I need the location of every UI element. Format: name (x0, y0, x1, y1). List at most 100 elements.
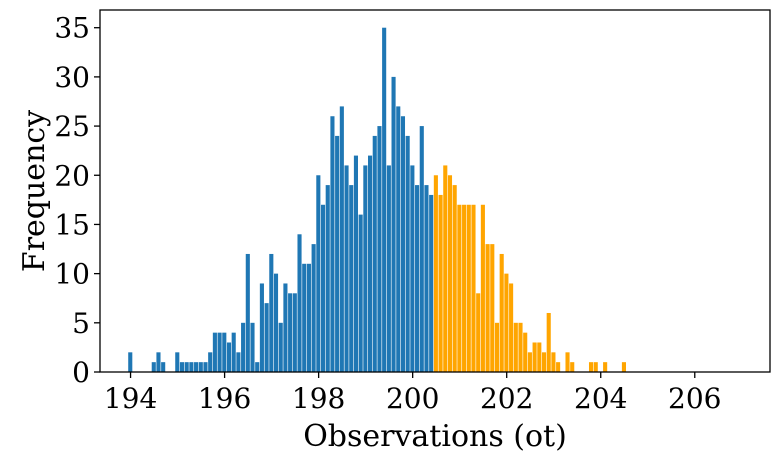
histogram-bar (151, 362, 156, 372)
histogram-bar (179, 362, 185, 372)
histogram-bar (236, 352, 241, 372)
histogram-bar (415, 185, 420, 372)
histogram-bar (189, 362, 194, 372)
histogram-bar (302, 263, 307, 372)
histogram-bar (184, 362, 189, 372)
histogram-bar (217, 332, 222, 372)
histogram-bar (537, 342, 542, 372)
histogram-bar (203, 362, 208, 372)
y-tick-label: 30 (54, 61, 90, 94)
histogram-bar (349, 185, 354, 372)
histogram-bar (523, 332, 528, 372)
histogram-bar (466, 204, 471, 372)
x-axis-ticks: 194 196 198 200 202 204 206 (104, 372, 721, 415)
histogram-bar (250, 322, 255, 372)
histogram-bar (603, 362, 608, 372)
y-tick-label: 0 (72, 356, 90, 389)
histogram-bar (518, 322, 523, 372)
histogram-bar (335, 135, 340, 372)
histogram-bar (363, 165, 368, 372)
histogram-bar (226, 342, 232, 372)
histogram-bar (391, 76, 396, 373)
histogram-bar (457, 204, 462, 372)
y-tick-label: 35 (54, 12, 90, 45)
histogram-bar (433, 175, 438, 372)
histogram-bar (513, 322, 518, 372)
histogram-bar (231, 332, 236, 372)
y-tick-label: 20 (54, 159, 90, 192)
histogram-bar (565, 352, 570, 372)
histogram-bar (382, 27, 387, 373)
plot-frame (99, 9, 771, 373)
histogram-bar (320, 204, 326, 372)
histogram-bar (527, 352, 532, 372)
y-tick-label: 5 (72, 307, 90, 340)
histogram-bar (241, 322, 246, 372)
histogram-bar (292, 293, 297, 372)
x-axis-label: Observations (ot) (303, 419, 567, 454)
histogram-bar (358, 214, 363, 372)
histogram-bar (541, 352, 547, 372)
y-tick-label: 10 (54, 258, 90, 291)
histogram-bar (278, 322, 283, 372)
histogram-bar (194, 362, 199, 372)
histogram-bar (212, 332, 217, 372)
y-axis-label: Frequency (17, 110, 52, 272)
histogram-bar (288, 293, 293, 372)
histogram-bar (368, 155, 373, 372)
histogram-bar (570, 362, 575, 372)
histogram-bar (504, 273, 509, 372)
histogram-bar (410, 165, 415, 372)
histogram-bar (259, 283, 264, 372)
histogram-bar (509, 283, 514, 372)
histogram-bar (438, 194, 443, 372)
histogram-bar (372, 135, 377, 372)
histogram-bar (532, 342, 537, 372)
histogram-bar (198, 362, 203, 372)
histogram-bar (424, 185, 429, 372)
y-tick-label: 25 (54, 110, 90, 143)
histogram-bar (429, 194, 434, 372)
x-tick-label: 204 (574, 382, 627, 415)
histogram-bar (396, 106, 401, 373)
histogram-bar (494, 322, 500, 372)
y-tick-label: 15 (54, 208, 90, 241)
histogram-bar (447, 175, 453, 372)
histogram-bar (330, 116, 335, 372)
histogram-bar (556, 362, 561, 372)
histogram-bar (339, 106, 344, 373)
histogram-bar (156, 352, 161, 372)
histogram-bar (353, 155, 358, 372)
histogram-bar (316, 175, 321, 372)
histogram-bar (621, 362, 626, 372)
histogram-bar (297, 234, 302, 372)
x-tick-label: 202 (480, 382, 533, 415)
histogram-bar (161, 362, 166, 372)
histogram-bar (377, 126, 382, 373)
histogram-bar (462, 204, 467, 372)
y-axis-ticks: 0 5 10 15 20 25 30 35 (54, 12, 100, 389)
histogram-bar (344, 165, 349, 372)
histogram-bar (405, 135, 410, 372)
histogram-bar (255, 362, 260, 372)
x-tick-label: 196 (198, 382, 251, 415)
histogram-bar (269, 253, 274, 372)
histogram-bar (551, 352, 556, 372)
x-tick-label: 200 (386, 382, 439, 415)
histogram-bar (471, 204, 476, 372)
x-tick-label: 194 (104, 382, 157, 415)
histogram-bars (128, 27, 626, 373)
histogram-bar (175, 352, 180, 372)
histogram-bar (386, 165, 391, 372)
histogram-bar (306, 263, 311, 372)
histogram-bar (452, 185, 457, 372)
histogram-bar (593, 362, 598, 372)
x-tick-label: 198 (292, 382, 345, 415)
histogram-bar (588, 362, 594, 372)
histogram-bar (400, 116, 406, 372)
histogram-bar (245, 253, 250, 372)
histogram-bar (264, 303, 269, 372)
histogram-bar (480, 204, 485, 372)
histogram-bar (311, 244, 316, 372)
